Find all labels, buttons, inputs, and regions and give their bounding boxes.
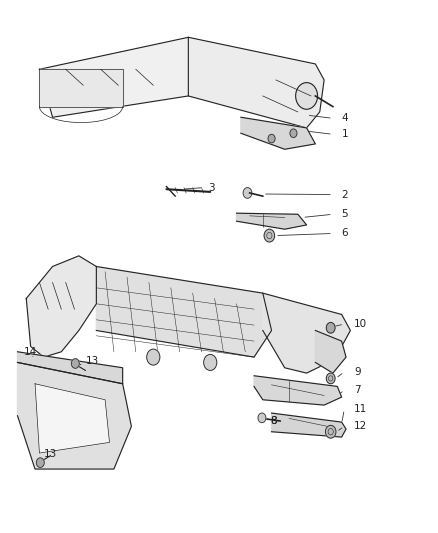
Polygon shape	[96, 266, 272, 357]
Circle shape	[258, 413, 266, 423]
Text: 13: 13	[44, 449, 57, 459]
Text: 1: 1	[342, 130, 348, 139]
Circle shape	[296, 83, 318, 109]
Text: 11: 11	[354, 405, 367, 414]
Circle shape	[268, 134, 275, 143]
Polygon shape	[272, 413, 346, 437]
Text: 3: 3	[208, 183, 215, 192]
Text: 9: 9	[354, 367, 360, 377]
Circle shape	[264, 229, 275, 242]
Polygon shape	[263, 293, 350, 373]
Polygon shape	[26, 256, 96, 357]
Circle shape	[204, 354, 217, 370]
Text: 8: 8	[270, 416, 277, 426]
Text: 5: 5	[342, 209, 348, 219]
Polygon shape	[18, 362, 131, 469]
Text: 6: 6	[342, 229, 348, 238]
Text: 13: 13	[85, 357, 99, 366]
Circle shape	[326, 373, 335, 384]
Circle shape	[147, 349, 160, 365]
Polygon shape	[35, 384, 110, 453]
Text: 8: 8	[270, 416, 277, 426]
Circle shape	[71, 359, 79, 368]
Circle shape	[243, 188, 252, 198]
Circle shape	[36, 458, 44, 467]
Polygon shape	[254, 376, 342, 405]
Polygon shape	[241, 117, 315, 149]
Polygon shape	[18, 352, 123, 384]
Polygon shape	[315, 330, 346, 373]
Text: 7: 7	[354, 385, 360, 395]
Polygon shape	[39, 37, 188, 117]
Polygon shape	[39, 69, 123, 107]
Circle shape	[326, 322, 335, 333]
Circle shape	[325, 425, 336, 438]
Polygon shape	[237, 213, 307, 229]
Text: 10: 10	[354, 319, 367, 329]
Text: 12: 12	[354, 422, 367, 431]
Circle shape	[290, 129, 297, 138]
Polygon shape	[188, 37, 324, 128]
Text: 14: 14	[24, 347, 37, 357]
Text: 4: 4	[342, 114, 348, 123]
Text: 2: 2	[342, 190, 348, 199]
